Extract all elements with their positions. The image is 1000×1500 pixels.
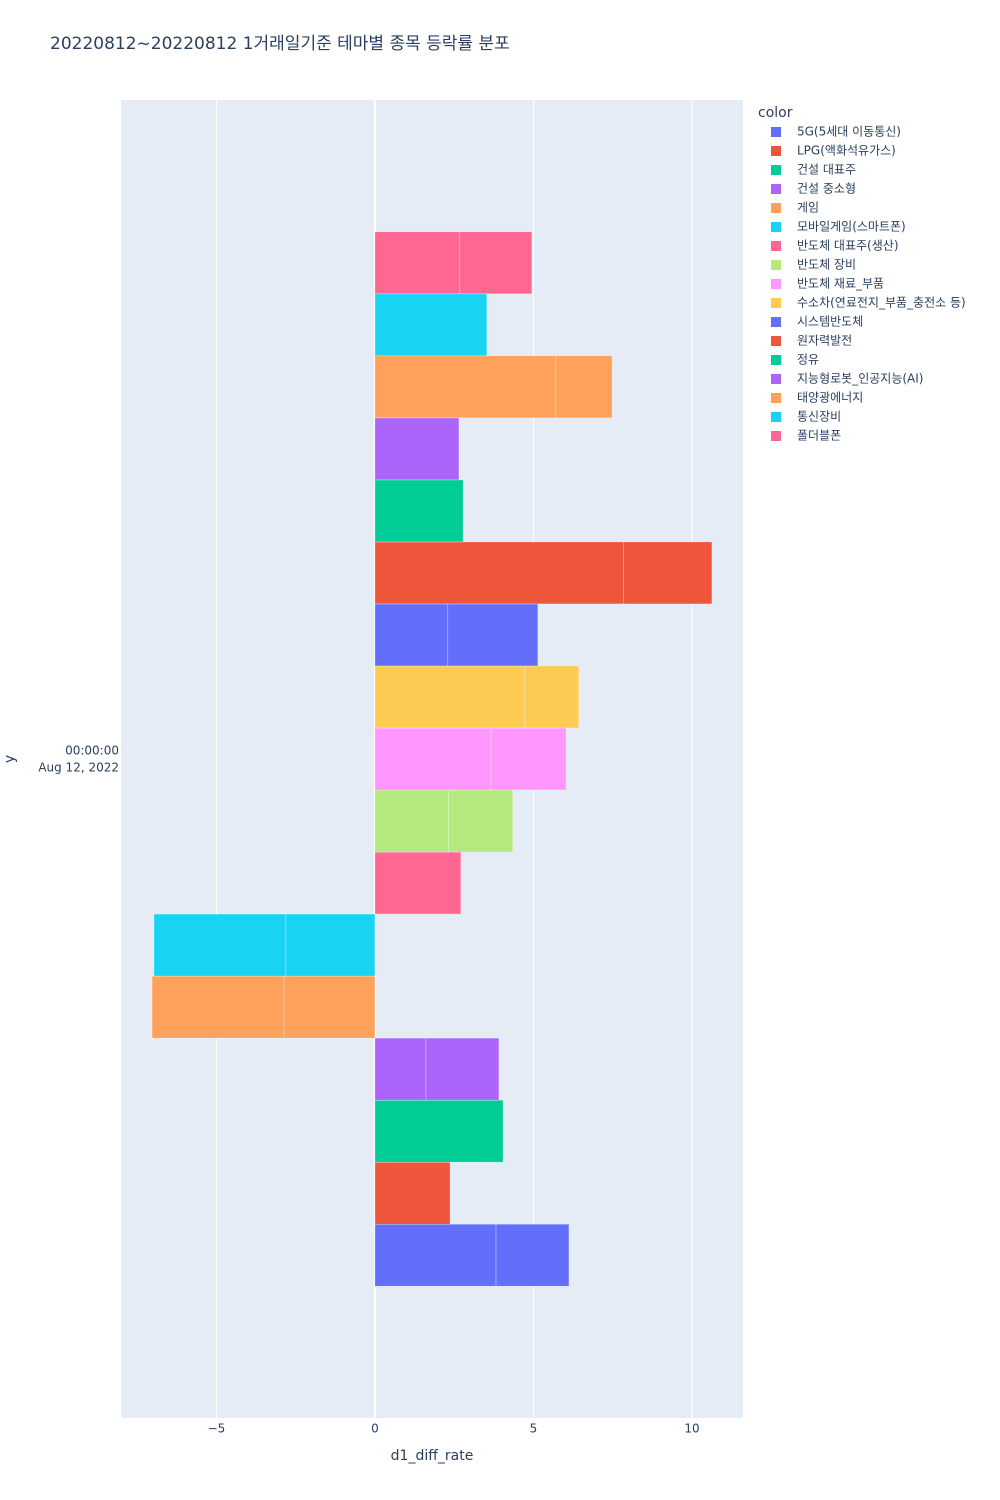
bar-segment (374, 417, 460, 481)
legend-swatch (771, 412, 781, 422)
bar-segment (151, 975, 285, 1039)
legend-label: 모바일게임(스마트폰) (797, 220, 906, 234)
bar-segment (524, 665, 580, 729)
y-tick-label: 00:00:00 (65, 744, 119, 758)
bar-segment (374, 1037, 427, 1101)
bar-segment (374, 1099, 504, 1163)
legend-label: 반도체 장비 (797, 258, 856, 272)
bar-segment (283, 975, 376, 1039)
legend-label: 시스템반도체 (797, 315, 863, 329)
legend-label: 정유 (797, 353, 819, 367)
chart-title: 20220812~20220812 1거래일기준 테마별 종목 등락률 분포 (50, 34, 510, 54)
bar-segment (374, 231, 461, 295)
legend-label: 태양광에너지 (797, 391, 863, 405)
bar-segment (448, 789, 514, 853)
legend-label: 수소차(연료전지_부품_충전소 등) (797, 296, 966, 310)
bar-segment (495, 1223, 570, 1287)
bar-segment (555, 355, 613, 419)
legend-label: 지능형로봇_인공지능(AI) (797, 372, 923, 386)
legend-label: 건설 중소형 (797, 182, 856, 196)
legend-swatch (771, 374, 781, 384)
legend-swatch (771, 203, 781, 213)
bar-segment (447, 603, 539, 667)
bar-segment (623, 541, 713, 605)
bar-segment (425, 1037, 500, 1101)
bar-segment (285, 913, 376, 977)
bar-segment (459, 231, 533, 295)
bar-segment (374, 1161, 451, 1225)
bar-segment (374, 541, 625, 605)
legend-swatch (771, 336, 781, 346)
legend-label: 반도체 대표주(생산) (797, 239, 899, 253)
bar-segment (374, 665, 526, 729)
bar-segment (153, 913, 287, 977)
x-tick-label: −5 (208, 1422, 226, 1436)
legend-label: 건설 대표주 (797, 163, 856, 177)
bar-segment (374, 727, 492, 791)
bar-segment (374, 1223, 497, 1287)
bar-segment (490, 727, 567, 791)
y-axis-title: y (2, 755, 18, 763)
x-tick-label: 0 (371, 1422, 379, 1436)
bar-segment (374, 293, 488, 357)
legend-swatch (771, 146, 781, 156)
legend-title: color (758, 105, 793, 121)
x-tick-label: 10 (684, 1422, 699, 1436)
legend-swatch (771, 431, 781, 441)
x-axis-title: d1_diff_rate (391, 1448, 474, 1464)
legend-swatch (771, 298, 781, 308)
legend-swatch (771, 355, 781, 365)
legend-label: 반도체 재료_부품 (797, 277, 884, 291)
y-tick-label: Aug 12, 2022 (38, 761, 119, 775)
legend-label: 게임 (797, 201, 819, 215)
x-tick-label: 5 (530, 1422, 538, 1436)
legend-swatch (771, 165, 781, 175)
legend-swatch (771, 279, 781, 289)
bar-segment (374, 789, 450, 853)
legend-swatch (771, 260, 781, 270)
bar-segment (374, 603, 449, 667)
legend-swatch (771, 222, 781, 232)
legend-swatch (771, 184, 781, 194)
legend-label: 통신장비 (797, 410, 841, 424)
bar-segment (374, 851, 462, 915)
bar-segment (374, 479, 464, 543)
legend-label: 5G(5세대 이동통신) (797, 125, 901, 139)
legend-swatch (771, 317, 781, 327)
legend-swatch (771, 127, 781, 137)
bar-segment (374, 355, 557, 419)
legend-swatch (771, 241, 781, 251)
legend-label: 폴더블폰 (797, 429, 841, 443)
legend-swatch (771, 393, 781, 403)
legend-label: LPG(액화석유가스) (797, 144, 896, 158)
legend-label: 원자력발전 (797, 334, 852, 348)
